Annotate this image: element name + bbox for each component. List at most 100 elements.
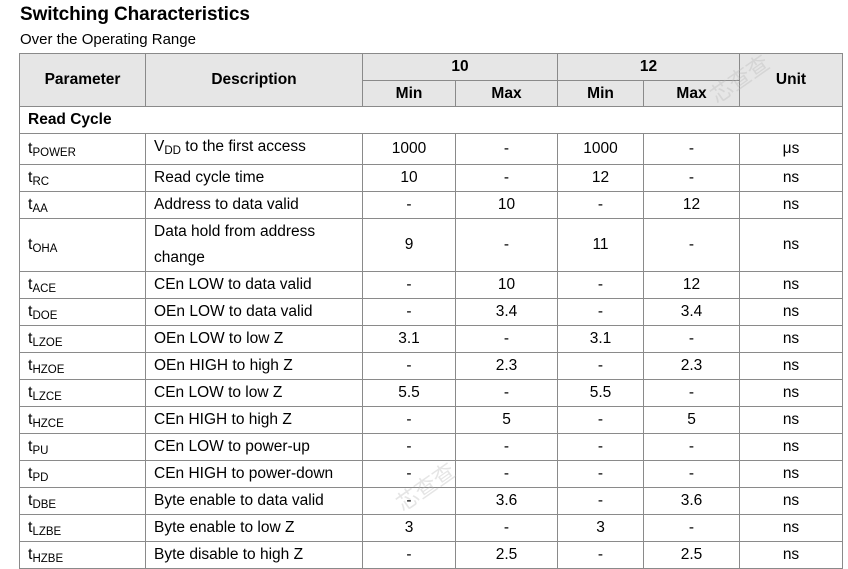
value-cell-min10: - xyxy=(362,460,456,488)
header-min-10: Min xyxy=(362,80,456,107)
description-cell: VDD to the first access xyxy=(145,133,363,165)
parameter-symbol: t xyxy=(28,518,33,536)
unit-cell: ns xyxy=(739,352,843,380)
value-cell-max12: - xyxy=(643,433,740,461)
value-cell-min10: 10 xyxy=(362,164,456,192)
parameter-symbol: t xyxy=(28,168,33,186)
table-row: tOHA Data hold from address change 9-11- ns xyxy=(19,218,843,272)
unit-cell: ns xyxy=(739,271,843,299)
unit-cell: ns xyxy=(739,487,843,515)
value-cell-max12: 3.4 xyxy=(643,298,740,326)
section-row: Read Cycle xyxy=(19,106,843,134)
value-cell-min10: - xyxy=(362,487,456,515)
description-cell: CEn LOW to low Z xyxy=(145,379,363,407)
value-cell-min10: 1000 xyxy=(362,133,456,165)
parameter-subscript: PU xyxy=(32,444,49,457)
unit-cell: ns xyxy=(739,460,843,488)
value-cell-max12: 5 xyxy=(643,406,740,434)
description-cell: CEn HIGH to power-down xyxy=(145,460,363,488)
value-cell-max12: 3.6 xyxy=(643,487,740,515)
unit-cell: μs xyxy=(739,133,843,165)
table-row: tLZBE Byte enable to low Z 3-3- ns xyxy=(19,514,843,542)
value-cell-max12: 2.3 xyxy=(643,352,740,380)
value-cell-min10: - xyxy=(362,271,456,299)
table-row: tAA Address to data valid -10-12 ns xyxy=(19,191,843,219)
table-row: tHZOE OEn HIGH to high Z -2.3-2.3 ns xyxy=(19,352,843,380)
value-cell-max10: - xyxy=(455,164,558,192)
description-cell: Byte enable to data valid xyxy=(145,487,363,515)
value-cell-max10: - xyxy=(455,433,558,461)
value-cell-min10: 9 xyxy=(362,218,456,272)
parameter-symbol: t xyxy=(28,139,33,157)
value-cell-max10: 3.6 xyxy=(455,487,558,515)
parameter-cell: tAA xyxy=(19,191,146,219)
description-cell: CEn HIGH to high Z xyxy=(145,406,363,434)
parameter-symbol: t xyxy=(28,491,33,509)
page-title: Switching Characteristics xyxy=(20,4,250,25)
value-cell-min12: - xyxy=(557,406,644,434)
table-row: tDBE Byte enable to data valid -3.6-3.6 ns xyxy=(19,487,843,515)
value-cell-min12: - xyxy=(557,460,644,488)
unit-cell: ns xyxy=(739,325,843,353)
description-text: to the first access xyxy=(180,138,306,155)
table-row: tPU CEn LOW to power-up - - - - ns xyxy=(19,433,843,461)
value-cell-max12: - xyxy=(643,514,740,542)
header-unit: Unit xyxy=(739,53,843,107)
parameter-cell: tHZOE xyxy=(19,352,146,380)
table-row: tHZCE CEn HIGH to high Z -5-5 ns xyxy=(19,406,843,434)
value-cell-min10: - xyxy=(362,352,456,380)
value-cell-max10: 10 xyxy=(455,191,558,219)
value-cell-min12: 3.1 xyxy=(557,325,644,353)
description-line: Data hold from address xyxy=(154,223,316,240)
parameter-cell: tLZBE xyxy=(19,514,146,542)
description-cell: CEn LOW to data valid xyxy=(145,271,363,299)
parameter-cell: tLZCE xyxy=(19,379,146,407)
parameter-cell: tLZOE xyxy=(19,325,146,353)
value-cell-min12: 1000 xyxy=(557,133,644,165)
table-row: tHZBE Byte disable to high Z -2.5-2.5 ns xyxy=(19,541,843,569)
unit-cell: ns xyxy=(739,406,843,434)
unit-cell: ns xyxy=(739,433,843,461)
parameter-cell: tPD xyxy=(19,460,146,488)
description-cell: OEn LOW to data valid xyxy=(145,298,363,326)
parameter-cell: tHZCE xyxy=(19,406,146,434)
description-cell: Address to data valid xyxy=(145,191,363,219)
value-cell-min12: 12 xyxy=(557,164,644,192)
table-row: tLZOE OEn LOW to low Z 3.1-3.1- ns xyxy=(19,325,843,353)
parameter-symbol: t xyxy=(28,329,33,347)
header-group-12: 12 xyxy=(557,53,740,81)
parameter-subscript: LZBE xyxy=(32,525,62,538)
parameter-subscript: DBE xyxy=(32,498,57,511)
parameter-cell: tPU xyxy=(19,433,146,461)
parameter-symbol: t xyxy=(28,195,33,213)
parameter-cell: tACE xyxy=(19,271,146,299)
parameter-symbol: t xyxy=(28,383,33,401)
parameter-subscript: AA xyxy=(32,202,48,215)
header-min-12: Min xyxy=(557,80,644,107)
value-cell-max10: - xyxy=(455,218,558,272)
value-cell-max10: 3.4 xyxy=(455,298,558,326)
value-cell-min12: - xyxy=(557,352,644,380)
value-cell-min12: - xyxy=(557,487,644,515)
unit-cell: ns xyxy=(739,164,843,192)
unit-cell: ns xyxy=(739,541,843,569)
description-cell: OEn HIGH to high Z xyxy=(145,352,363,380)
parameter-subscript: HZBE xyxy=(32,552,64,565)
parameter-subscript: HZCE xyxy=(32,417,64,430)
value-cell-max12: - xyxy=(643,218,740,272)
description-cell: CEn LOW to power-up xyxy=(145,433,363,461)
table-row: tPD CEn HIGH to power-down - - - - ns xyxy=(19,460,843,488)
parameter-cell: tDBE xyxy=(19,487,146,515)
description-cell: OEn LOW to low Z xyxy=(145,325,363,353)
value-cell-max10: 2.3 xyxy=(455,352,558,380)
value-cell-max12: - xyxy=(643,133,740,165)
value-cell-min12: - xyxy=(557,433,644,461)
parameter-symbol: t xyxy=(28,356,33,374)
parameter-symbol: t xyxy=(28,275,33,293)
table-row: tACE CEn LOW to data valid -10-12 ns xyxy=(19,271,843,299)
value-cell-max10: - xyxy=(455,460,558,488)
parameter-subscript: LZCE xyxy=(32,390,62,403)
parameter-subscript: OHA xyxy=(32,242,58,255)
description-line: change xyxy=(154,249,205,266)
unit-cell: ns xyxy=(739,298,843,326)
